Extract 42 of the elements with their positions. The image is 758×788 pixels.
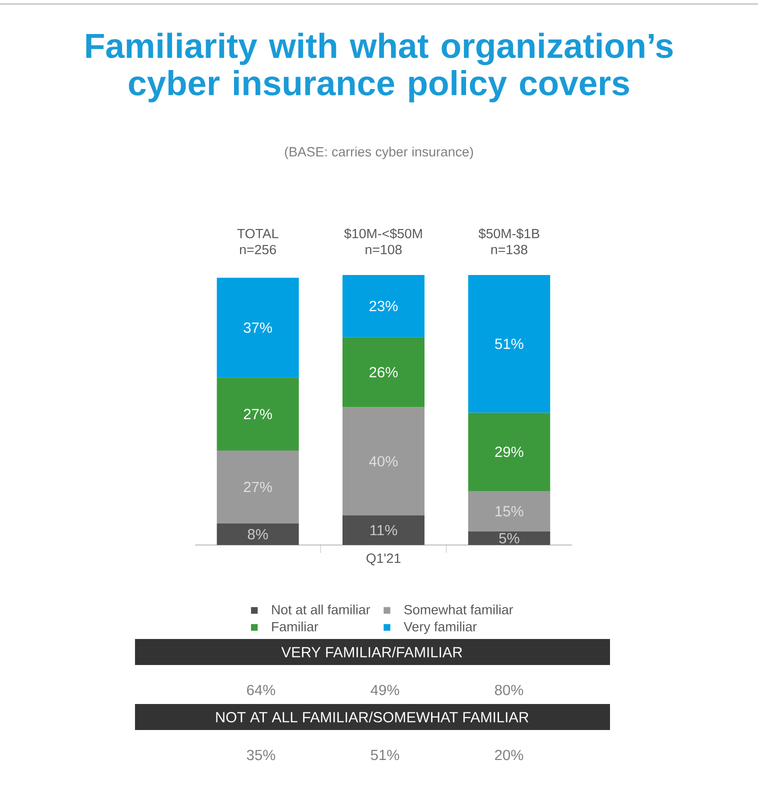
text: NOT AT ALL FAMILIAR/SOMEWHAT FAMILIAR bbox=[216, 712, 528, 722]
bar bbox=[468, 531, 550, 545]
bar bbox=[468, 274, 550, 413]
bar bbox=[342, 274, 424, 338]
data-label: 5% bbox=[499, 533, 520, 544]
text: 51% bbox=[370, 750, 400, 760]
data-label: 37% bbox=[244, 322, 272, 333]
x-tick-label: TOTAL n=256 bbox=[237, 228, 278, 254]
bar bbox=[342, 515, 424, 545]
text: 49% bbox=[370, 684, 400, 696]
text: 80% bbox=[494, 684, 524, 696]
legend-label: Familiar bbox=[272, 622, 318, 632]
text: 20% bbox=[495, 750, 524, 760]
data-label: 11% bbox=[370, 525, 398, 536]
bar bbox=[216, 378, 299, 450]
text: VERY FAMILIAR/FAMILIAR bbox=[281, 646, 462, 658]
chart-title: Familiarity with what organization’s cyber insurance policy covers bbox=[86, 32, 673, 102]
x-tick-label: $50M-$1B n=138 bbox=[478, 228, 540, 254]
legend-label: Not at all familiar bbox=[272, 604, 370, 614]
x-axis-title: Q1'21 bbox=[366, 554, 400, 566]
data-label: 8% bbox=[248, 529, 268, 540]
bar bbox=[342, 407, 424, 516]
legend-label: Somewhat familiar bbox=[404, 604, 514, 614]
text: 64% bbox=[247, 684, 276, 696]
data-label: 51% bbox=[495, 338, 524, 350]
text: 35% bbox=[246, 750, 276, 760]
x-tick-label: $10M-<$50M n=108 bbox=[344, 228, 422, 254]
bar bbox=[468, 490, 550, 532]
bar bbox=[216, 523, 299, 545]
data-label: 26% bbox=[370, 367, 398, 378]
bar bbox=[216, 450, 299, 524]
data-label: 15% bbox=[496, 506, 524, 516]
data-label: 40% bbox=[369, 456, 398, 466]
data-label: 23% bbox=[370, 300, 398, 312]
chart-subtitle: (BASE: carries cyber insurance) bbox=[284, 146, 473, 160]
bar bbox=[216, 278, 299, 378]
data-label: 27% bbox=[244, 482, 272, 492]
data-label: 27% bbox=[244, 408, 272, 420]
legend-label: Very familiar bbox=[404, 622, 477, 634]
bar bbox=[342, 337, 424, 408]
data-label: 29% bbox=[495, 446, 524, 458]
bar bbox=[468, 412, 550, 491]
